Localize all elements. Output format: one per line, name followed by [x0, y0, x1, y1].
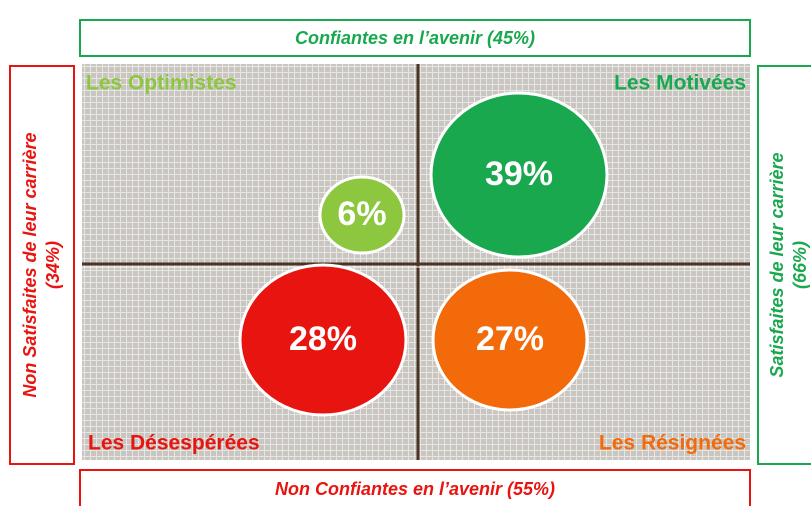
- right-label: (66%): [790, 241, 810, 289]
- bubble-label: 6%: [337, 195, 386, 233]
- quadrant-title: Les Motivées: [614, 72, 746, 95]
- bubble: [318, 175, 406, 255]
- bubble-label: 39%: [485, 155, 553, 193]
- top-label: Confiantes en l’avenir (45%): [295, 28, 535, 48]
- left-label: Non Satisfaites de leur carrière: [20, 132, 40, 397]
- bubble-label: 27%: [476, 320, 544, 358]
- bottom-label: Non Confiantes en l’avenir (55%): [275, 479, 555, 499]
- grid-area: [82, 64, 750, 460]
- left-label: (34%): [43, 241, 63, 289]
- bubble-label: 28%: [289, 320, 357, 358]
- right-label: Satisfaites de leur carrière: [767, 152, 787, 377]
- bubble: [238, 263, 408, 417]
- right-box: [757, 65, 811, 465]
- left-box: [9, 65, 75, 465]
- quadrant-title: Les Résignées: [599, 432, 746, 455]
- bubble: [431, 268, 589, 412]
- quadrant-title: Les Désespérées: [88, 432, 260, 455]
- quadrant-title: Les Optimistes: [86, 72, 237, 95]
- bubble: [429, 91, 609, 259]
- bottom-box: [79, 469, 751, 506]
- top-box: [79, 19, 751, 57]
